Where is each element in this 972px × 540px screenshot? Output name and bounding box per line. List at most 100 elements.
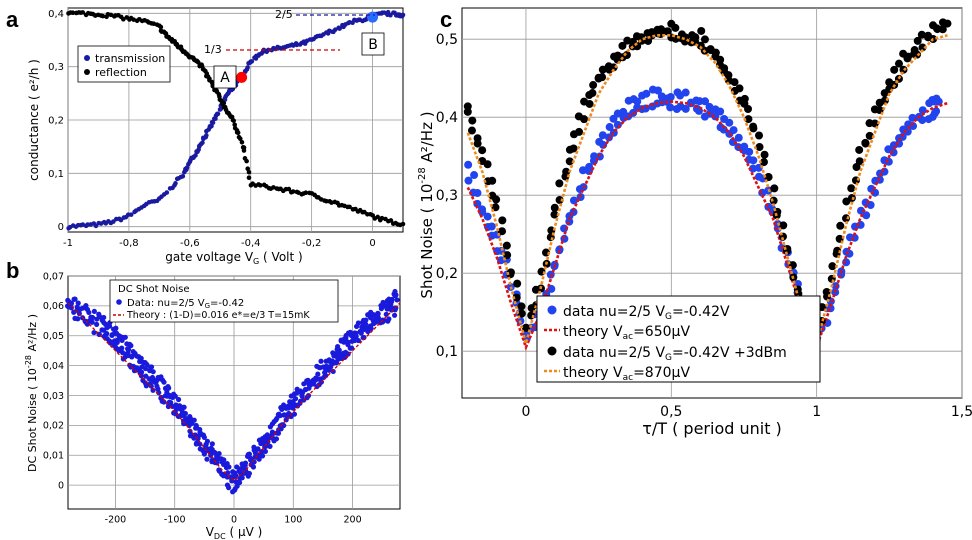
chart-c-series-2-point: [870, 119, 879, 128]
chart-c-series-2-point: [697, 26, 706, 35]
chart-b-series-1-line: [67, 302, 401, 482]
chart-b-series-0-point: [173, 406, 180, 412]
chart-b-series-0-point: [68, 305, 74, 311]
chart-c-xtick-label: 0: [521, 404, 530, 420]
chart-c-series-0-point: [871, 188, 880, 197]
chart-b-ytick-label: 0,01: [43, 451, 64, 462]
chart-a-series-1-point: [231, 118, 236, 123]
chart-c-series-0-point: [605, 123, 614, 132]
chart-b-series-0-point: [256, 456, 262, 462]
chart-b-series-0-point: [336, 347, 342, 353]
chart-b-series-0-point: [391, 312, 398, 318]
chart-b-series-0-point: [255, 446, 261, 452]
chart-a-series-0-point: [173, 181, 178, 186]
chart-a-label-box-a: [213, 65, 237, 89]
chart-b-series-0-point: [148, 364, 155, 370]
chart-c-series-0-point: [729, 126, 738, 135]
chart-c-legend-0: data nu=2/5 VG=-0.42V: [563, 304, 730, 322]
chart-a-series-1-point: [286, 186, 292, 192]
chart-b-series-0-point: [138, 355, 144, 361]
chart-a-legend-marker-reflection: [84, 69, 90, 75]
chart-b-series-0-point: [180, 404, 186, 410]
chart-c-series-2-point: [755, 131, 764, 140]
chart-b-series-0-point: [201, 434, 207, 440]
chart-b-series-0-point: [197, 441, 203, 447]
chart-c-ytick-label: 0,2: [436, 266, 458, 282]
chart-c-series-2-point: [550, 210, 559, 219]
chart-a-series-0-point: [210, 120, 216, 125]
chart-b-series-0-point: [315, 371, 321, 377]
chart-c-legend: [536, 295, 821, 383]
chart-a-series-1-point: [375, 214, 381, 220]
chart-b-series-0-point: [107, 340, 113, 346]
chart-c-series-0-point: [701, 97, 710, 106]
chart-b-series-0-point: [323, 372, 329, 379]
chart-c-series-2-point: [890, 65, 899, 74]
chart-b-series-0-point: [197, 426, 203, 433]
chart-a-series-1-point: [379, 215, 385, 221]
chart-b-series-0-point: [267, 443, 273, 449]
chart-a-xtick-label: -0,8: [119, 238, 139, 249]
chart-b-series-0-point: [72, 296, 78, 302]
chart-b-series-0-point: [246, 470, 252, 477]
chart-b-series-0-point: [355, 337, 362, 344]
chart-c-legend-1: theory Vac=650µV: [563, 324, 690, 342]
chart-c-series-2-point: [917, 30, 926, 39]
chart-c-series-0-point: [903, 127, 912, 136]
chart-c-series-2-point: [730, 78, 739, 87]
chart-c-series-2-point: [904, 52, 913, 61]
chart-c-legend-3: theory Vac=870µV: [563, 365, 690, 383]
chart-c-series-2-point: [468, 116, 477, 125]
chart-b-series-0-point: [262, 448, 268, 455]
chart-a-series-0-point: [400, 12, 406, 18]
chart-c-series-2-point: [943, 19, 952, 28]
chart-c-series-0-point: [734, 133, 743, 142]
chart-c-series-2-point: [760, 150, 769, 159]
chart-c-series-2-point: [555, 195, 564, 204]
chart-c-series-2-point: [691, 33, 700, 42]
chart-a-ylabel: conductance ( e²/h ): [27, 59, 41, 181]
chart-c-legend-2: data nu=2/5 VG=-0.42V +3dBm: [563, 345, 787, 363]
chart-b-series-0-point: [75, 300, 81, 306]
chart-b-series-0-point: [237, 470, 244, 476]
chart-a-xtick-label: -0,6: [180, 238, 200, 249]
chart-c-series-0-point: [609, 114, 618, 123]
chart-c-series-1-line: [466, 100, 948, 351]
chart-b-series-0-point: [96, 313, 103, 320]
chart-c-series-2-point: [588, 89, 597, 98]
chart-c-series-2-point: [744, 104, 753, 113]
chart-c-series-0-point: [745, 147, 754, 156]
chart-b-series-0-point: [394, 297, 400, 303]
chart-b-series-0-point: [250, 464, 257, 470]
chart-c-series-0-point: [856, 220, 865, 229]
chart-a-point-a: [236, 71, 248, 83]
chart-b-legend-marker-data: [116, 299, 122, 305]
chart-b-series-0-point: [89, 319, 95, 325]
chart-c-series-2-point: [918, 43, 927, 52]
chart-b-xtick-label: -100: [164, 515, 186, 526]
chart-c-series-0-point: [666, 92, 675, 101]
chart-c-series-2-point: [770, 184, 779, 193]
chart-b-series-0-point: [104, 330, 110, 337]
chart-b-series-0-point: [273, 436, 280, 442]
chart-b-legend-title: DC Shot Noise: [118, 284, 190, 295]
chart-b-legend-data: Data: nu=2/5 VG=-0.42: [127, 298, 244, 310]
chart-b-series-0-point: [150, 369, 156, 375]
chart-c-xtick-label: 1: [812, 404, 821, 420]
chart-b-series-0-point: [138, 369, 145, 375]
chart-b-ytick-label: 0,02: [43, 421, 64, 432]
chart-b-ylabel: DC Shot Noise ( 10-28 A²/Hz ): [24, 314, 39, 472]
chart-c-series-2-point: [575, 127, 584, 136]
chart-c-series-0-point: [749, 156, 758, 165]
chart-b-ytick-label: 0: [58, 480, 64, 491]
chart-a-series-0-point: [388, 12, 393, 18]
chart-c-series-2-point: [561, 172, 570, 181]
chart-a-point-b: [367, 11, 379, 23]
chart-c-series-0-point: [473, 188, 482, 197]
chart-b-series-0-point: [242, 460, 249, 466]
chart-a-legend-transmission: transmission: [95, 52, 165, 65]
chart-c-ylabel: Shot Noise ( 10-28 A²/Hz ): [417, 111, 436, 298]
chart-b-ytick-label: 0,04: [43, 361, 64, 372]
chart-a-ytick-label: 0,3: [48, 62, 64, 73]
